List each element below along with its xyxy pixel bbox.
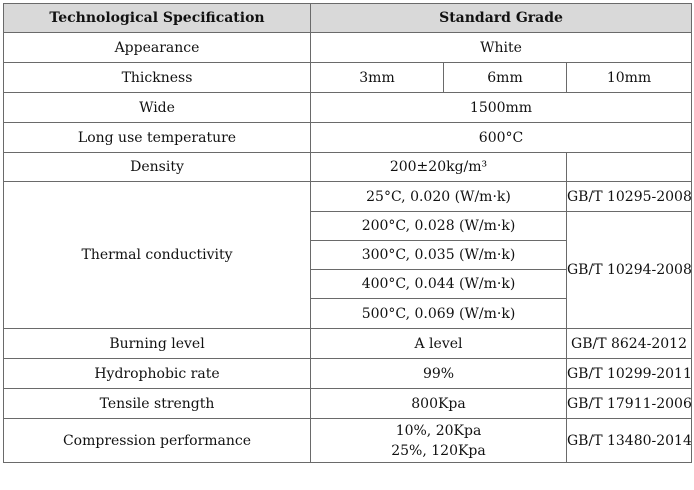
hydrophobic-label: Hydrophobic rate (3, 358, 311, 389)
header-row: Technological Specification Standard Gra… (3, 3, 693, 33)
tensile-label: Tensile strength (3, 388, 311, 419)
wide-label: Wide (3, 92, 311, 123)
burning-label: Burning level (3, 328, 311, 359)
compression-value-25: 25%, 120Kpa (391, 442, 486, 459)
burning-standard: GB/T 8624-2012 (565, 328, 693, 359)
thermal-value-500: 500°C, 0.069 (W/m·k) (310, 298, 567, 329)
compression-row: Compression performance 10%, 20Kpa 25%, … (3, 418, 693, 463)
density-value: 200±20kg/m³ (310, 152, 567, 182)
appearance-row: Appearance White (3, 32, 693, 63)
thickness-value-6mm: 6mm (443, 62, 567, 93)
thermal-value-200: 200°C, 0.028 (W/m·k) (310, 211, 567, 241)
compression-values: 10%, 20Kpa 25%, 120Kpa (310, 418, 567, 463)
hydrophobic-value: 99% (310, 358, 567, 389)
tensile-standard: GB/T 17911-2006 (565, 388, 693, 419)
thermal-value-25: 25°C, 0.020 (W/m·k) (310, 181, 567, 212)
compression-value-10: 10%, 20Kpa (395, 422, 482, 439)
thermal-row: 400°C, 0.044 (W/m·k) (4, 269, 692, 299)
density-standard (565, 152, 693, 182)
density-row: Density 200±20kg/m³ (3, 152, 693, 182)
thermal-row: 500°C, 0.069 (W/m·k) (4, 298, 692, 329)
appearance-label: Appearance (3, 32, 311, 63)
tensile-value: 800Kpa (310, 388, 567, 419)
wide-value: 1500mm (309, 92, 693, 123)
compression-standard: GB/T 13480-2014 (565, 418, 693, 463)
compression-label: Compression performance (3, 418, 311, 463)
temperature-value: 600°C (309, 122, 693, 153)
temperature-row: Long use temperature 600°C (3, 122, 693, 153)
thermal-conductivity-label: Thermal conductivity (3, 181, 311, 329)
appearance-value: White (309, 32, 693, 63)
burning-value: A level (310, 328, 567, 359)
thermal-standard-rest: GB/T 10294-2008 (565, 211, 693, 329)
thermal-value-400: 400°C, 0.044 (W/m·k) (310, 269, 567, 299)
spec-header: Technological Specification (3, 3, 311, 33)
specification-table: Technological Specification Standard Gra… (3, 3, 693, 463)
burning-row: Burning level A level GB/T 8624-2012 (3, 328, 693, 359)
thickness-value-3mm: 3mm (310, 62, 444, 93)
thickness-label: Thickness (3, 62, 311, 93)
thermal-standard-25: GB/T 10295-2008 (565, 181, 693, 212)
thermal-row: 200°C, 0.028 (W/m·k) GB/T 10294-2008 (4, 211, 693, 329)
grade-header: Standard Grade (309, 3, 693, 33)
hydrophobic-standard: GB/T 10299-2011 (565, 358, 693, 389)
hydrophobic-row: Hydrophobic rate 99% GB/T 10299-2011 (3, 358, 693, 389)
wide-row: Wide 1500mm (3, 92, 693, 123)
tensile-row: Tensile strength 800Kpa GB/T 17911-2006 (3, 388, 693, 419)
density-label: Density (3, 152, 311, 182)
thickness-value-10mm: 10mm (565, 62, 693, 93)
thickness-row: Thickness 3mm 6mm 10mm (3, 62, 693, 93)
thermal-row: Thermal conductivity 25°C, 0.020 (W/m·k)… (3, 181, 693, 329)
temperature-label: Long use temperature (3, 122, 311, 153)
thermal-value-300: 300°C, 0.035 (W/m·k) (310, 240, 567, 270)
